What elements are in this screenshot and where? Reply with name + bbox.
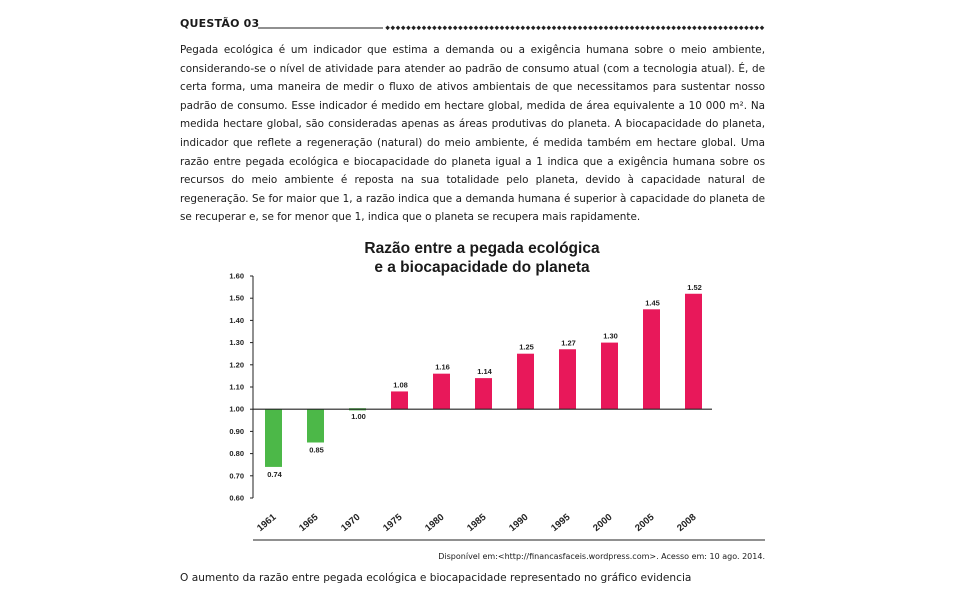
bar-value-label: 1.16: [435, 363, 450, 372]
divider-dot: [707, 25, 713, 31]
divider-dot: [738, 25, 744, 31]
bar: [685, 293, 702, 410]
x-category-label: 1970: [339, 512, 362, 534]
divider-dot: [582, 25, 588, 31]
bar: [307, 409, 324, 443]
y-tick-label: 1.50: [229, 294, 244, 303]
divider-dot: [468, 25, 474, 31]
divider-dot: [390, 25, 396, 31]
divider-dot: [634, 25, 640, 31]
y-tick-label: 1.40: [229, 316, 244, 325]
question-prompt: O aumento da razão entre pegada ecológic…: [180, 572, 692, 584]
y-tick-label: 1.10: [229, 383, 244, 392]
divider-dot: [416, 25, 422, 31]
x-category-label: 2008: [675, 512, 698, 534]
bar: [433, 373, 450, 410]
bar: [601, 342, 618, 410]
divider-dot: [603, 25, 609, 31]
x-category-label: 2000: [591, 512, 614, 534]
y-tick-label: 0.70: [229, 471, 244, 480]
divider-dot: [759, 25, 765, 31]
bar: [391, 391, 408, 410]
source-citation: Disponível em:<http://financasfaceis.wor…: [438, 552, 765, 561]
divider-dot: [530, 25, 536, 31]
bar-value-label: 1.45: [645, 298, 660, 307]
divider-dot: [504, 25, 510, 31]
bar-value-label: 0.85: [309, 446, 324, 455]
question-text: Pegada ecológica é um indicador que esti…: [180, 44, 765, 224]
divider-dot: [629, 25, 635, 31]
y-tick-label: 1.30: [229, 338, 244, 347]
divider-dot: [681, 25, 687, 31]
x-category-label: 1961: [255, 511, 279, 533]
divider-dot: [712, 25, 718, 31]
bar: [265, 409, 282, 467]
x-category-label: 1995: [549, 511, 573, 533]
bar-value-label: 1.00: [351, 412, 366, 421]
bar-value-label: 1.52: [687, 283, 702, 292]
divider-dot: [551, 25, 557, 31]
x-category-label: 1980: [423, 512, 446, 534]
y-tick-label: 0.90: [229, 427, 244, 436]
question-header: QUESTÃO 03: [180, 14, 765, 38]
y-tick-label: 0.60: [229, 494, 244, 503]
bar-value-label: 0.74: [267, 470, 282, 479]
bar-value-label: 1.14: [477, 367, 492, 376]
bar: [643, 309, 660, 410]
divider-dot: [494, 25, 500, 31]
bar-value-label: 1.30: [603, 332, 618, 341]
divider-dot: [556, 25, 562, 31]
bar: [517, 353, 534, 410]
divider-dot: [660, 25, 666, 31]
x-category-label: 1985: [465, 511, 489, 533]
y-tick-label: 1.20: [229, 360, 244, 369]
divider-dot: [478, 25, 484, 31]
divider-dot: [577, 25, 583, 31]
bar-value-label: 1.08: [393, 380, 408, 389]
divider-dot: [525, 25, 531, 31]
x-category-label: 1965: [297, 511, 321, 533]
divider-dot: [686, 25, 692, 31]
bar: [559, 349, 576, 410]
bar-value-label: 1.27: [561, 338, 576, 347]
chart-title-line: e a biocapacidade do planeta: [374, 259, 590, 276]
x-category-label: 1975: [381, 511, 405, 533]
divider-dot: [442, 25, 448, 31]
y-tick-label: 0.80: [229, 449, 244, 458]
y-tick-label: 1.60: [229, 272, 244, 281]
divider-dot: [426, 25, 432, 31]
x-category-label: 2005: [633, 511, 657, 533]
divider-dot: [608, 25, 614, 31]
chart-title-line: Razão entre a pegada ecológica: [364, 240, 600, 257]
bar-value-label: 1.25: [519, 343, 534, 352]
x-category-label: 1990: [507, 512, 530, 534]
divider-dot: [733, 25, 739, 31]
y-tick-label: 1.00: [229, 405, 244, 414]
divider-dot: [655, 25, 661, 31]
bar: [475, 378, 492, 410]
divider-dot: [452, 25, 458, 31]
question-number: QUESTÃO 03: [180, 17, 260, 30]
header-divider: [258, 25, 765, 31]
divider-dot: [400, 25, 406, 31]
